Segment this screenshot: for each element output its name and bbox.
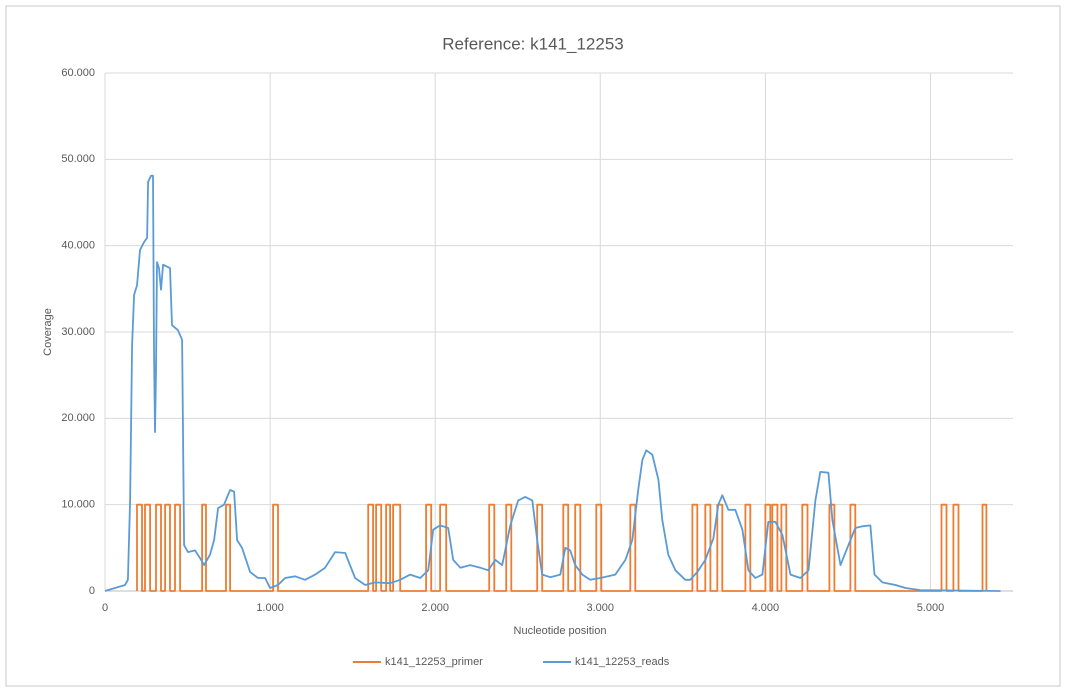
legend-label: k141_12253_primer: [385, 656, 483, 668]
y-tick-label: 40.000: [61, 240, 95, 252]
x-tick-label: 2.000: [421, 602, 449, 614]
series-line: [104, 174, 1001, 592]
y-tick-label: 10.000: [61, 499, 95, 511]
x-axis-label: Nucleotide position: [514, 625, 607, 637]
x-tick-label: 0: [102, 602, 108, 614]
legend-label: k141_12253_reads: [575, 656, 670, 668]
x-tick-label: 3.000: [587, 602, 615, 614]
chart-title: Reference: k141_12253: [442, 34, 623, 53]
x-tick-label: 4.000: [752, 602, 780, 614]
y-tick-label: 30.000: [61, 326, 95, 338]
lines: [104, 174, 1001, 592]
x-tick-label: 5.000: [917, 602, 945, 614]
chart-frame: [5, 5, 1061, 687]
y-tick-label: 0: [89, 585, 95, 597]
y-tick-label: 50.000: [61, 153, 95, 165]
y-tick-label: 60.000: [61, 67, 95, 79]
legend: k141_12253_primer k141_12253_reads: [353, 656, 670, 668]
x-tick-label: 1.000: [256, 602, 284, 614]
y-tick-label: 20.000: [61, 412, 95, 424]
grid: [104, 72, 1013, 592]
series-line: [136, 503, 988, 592]
y-axis-label: Coverage: [42, 308, 54, 356]
